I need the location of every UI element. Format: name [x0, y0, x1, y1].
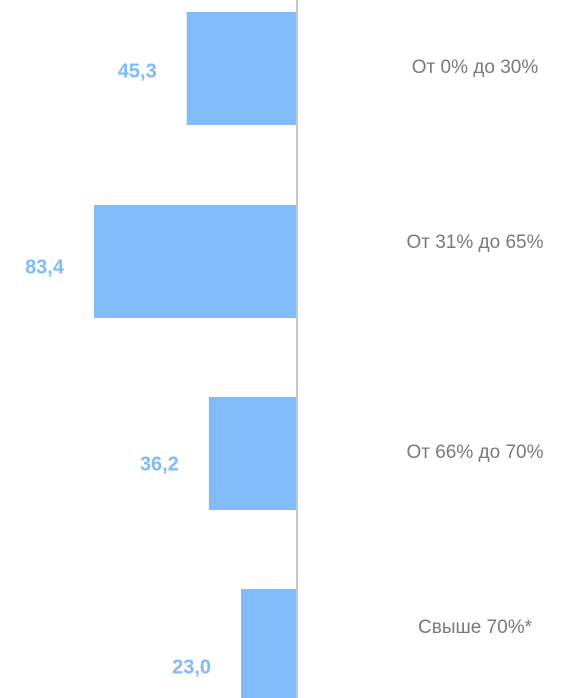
- category-label: Свыше 70%*: [418, 617, 533, 638]
- value-label: 23,0: [172, 656, 211, 678]
- bar: [208, 397, 297, 510]
- category-label: От 31% до 65%: [406, 232, 543, 253]
- bar: [186, 12, 297, 125]
- bar: [94, 205, 297, 318]
- value-label: 36,2: [140, 453, 179, 475]
- value-label: 83,4: [25, 256, 65, 278]
- bar: [241, 589, 297, 698]
- value-label: 45,3: [118, 60, 157, 82]
- category-label: От 66% до 70%: [406, 442, 543, 463]
- category-label: От 0% до 30%: [412, 57, 539, 78]
